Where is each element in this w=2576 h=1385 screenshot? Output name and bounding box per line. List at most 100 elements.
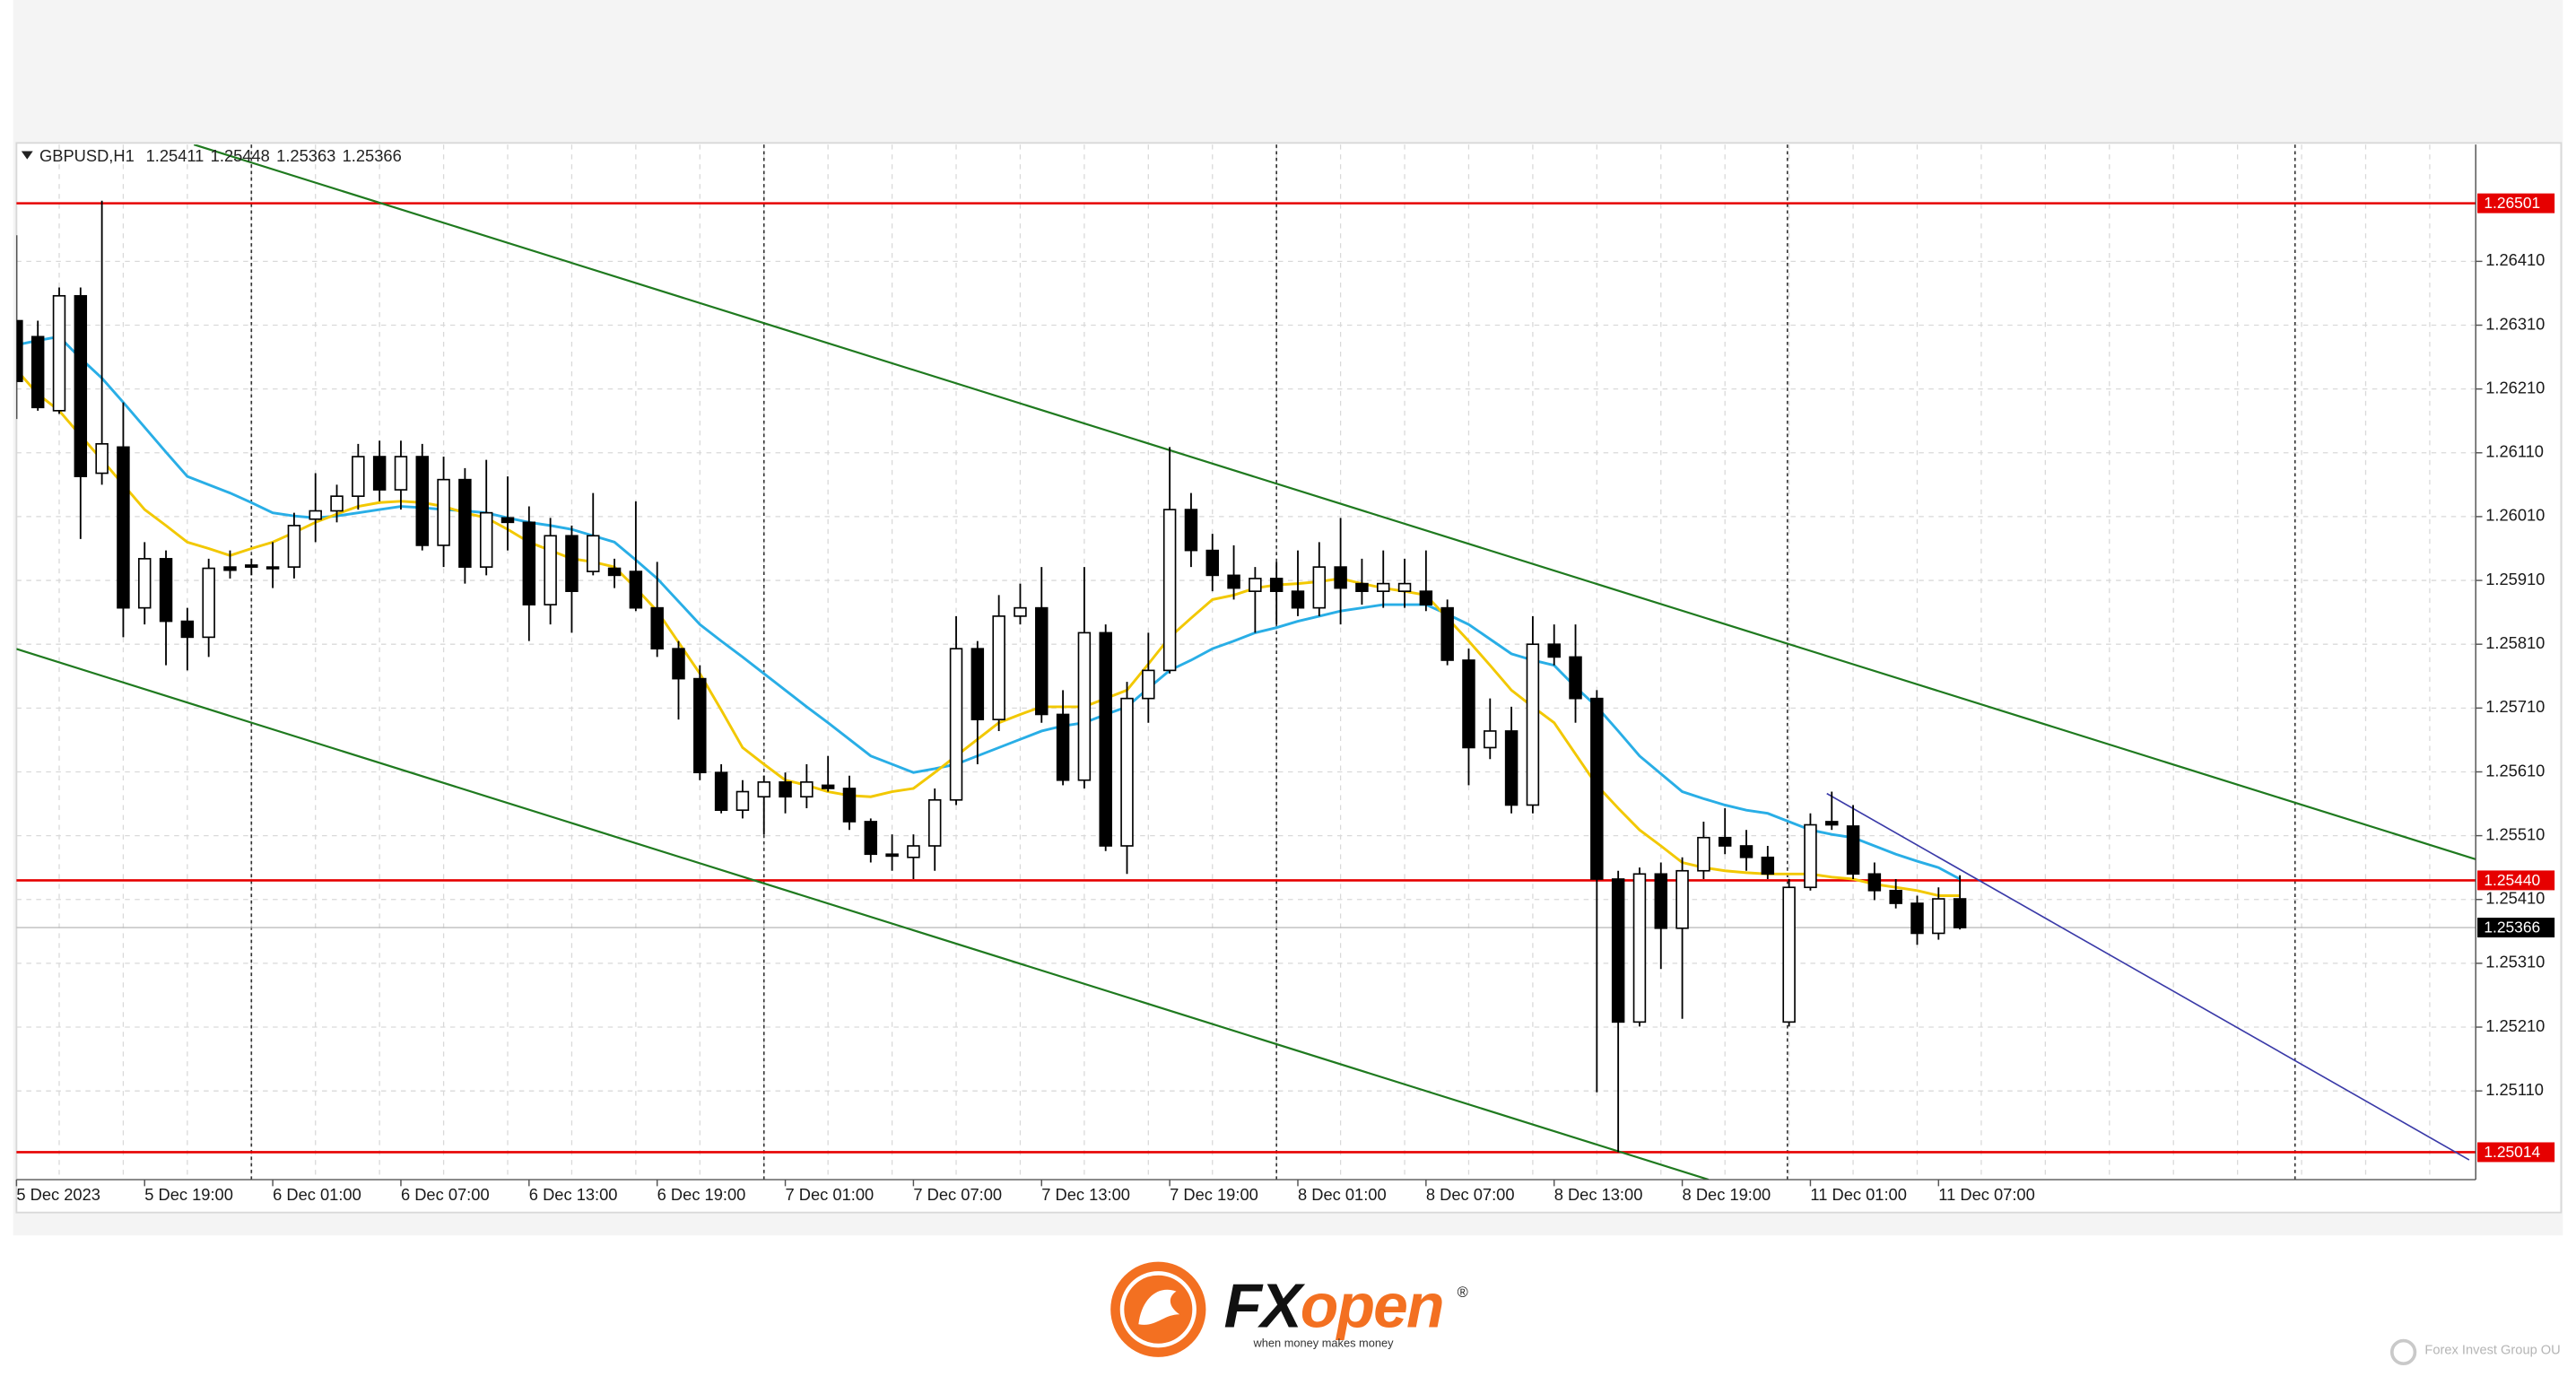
level-label: 1.25440 <box>2484 871 2540 889</box>
x-tick-label: 7 Dec 19:00 <box>1170 1185 1258 1204</box>
candle-body <box>544 535 557 605</box>
x-tick-label: 8 Dec 13:00 <box>1554 1185 1643 1204</box>
y-tick-label: 1.25810 <box>2485 633 2545 652</box>
x-tick-label: 6 Dec 07:00 <box>401 1185 490 1204</box>
level-label-box <box>2477 870 2555 891</box>
candle-body <box>74 294 88 477</box>
grid <box>16 144 2476 1180</box>
x-tick-label: 7 Dec 13:00 <box>1041 1185 1130 1204</box>
candle-body <box>1697 836 1710 872</box>
candle-body <box>1056 713 1070 781</box>
level-label-box <box>2477 1142 2555 1163</box>
candle-body <box>500 517 515 524</box>
candle-body <box>458 478 472 568</box>
y-tick-label: 1.25910 <box>2485 570 2545 588</box>
candle-body <box>1718 836 1732 847</box>
logo-tagline: when money makes money <box>1253 1337 1395 1350</box>
candle-body <box>650 606 664 650</box>
x-tick-label: 5 Dec 2023 <box>16 1185 100 1204</box>
x-tick-label: 8 Dec 19:00 <box>1683 1185 1771 1204</box>
candle-body <box>1462 659 1475 749</box>
candle-body <box>287 525 301 568</box>
x-tick-label: 6 Dec 01:00 <box>273 1185 361 1204</box>
candle-body <box>672 648 685 680</box>
chart-header: GBPUSD,H1 1.25411 1.25448 1.25363 1.25366 <box>39 146 402 165</box>
x-tick-label: 7 Dec 07:00 <box>913 1185 1002 1204</box>
candle-body <box>779 781 792 798</box>
candle-body <box>1867 873 1882 892</box>
candle-body <box>800 781 814 798</box>
candle-body <box>1077 632 1092 781</box>
candle-body <box>1526 643 1540 806</box>
candle-body <box>522 521 536 605</box>
y-tick-label: 1.26410 <box>2485 250 2545 269</box>
x-tick-label: 6 Dec 13:00 <box>529 1185 618 1204</box>
candle-body <box>1547 643 1561 658</box>
trendline <box>1826 792 2470 1161</box>
x-tick-label: 8 Dec 07:00 <box>1426 1185 1515 1204</box>
candle-body <box>970 648 985 720</box>
candle-body <box>16 319 23 382</box>
candle-body <box>1484 730 1497 749</box>
candle-body <box>1804 823 1817 889</box>
x-tick-label: 11 Dec 07:00 <box>1938 1185 2034 1204</box>
watermark-text: Forex Invest Group OU <box>2424 1343 2560 1357</box>
channel-lower <box>16 648 1710 1180</box>
candle-body <box>1269 578 1284 592</box>
chart-title: GBPUSD,H1 <box>39 146 135 165</box>
candle-body <box>415 456 430 546</box>
candle-body <box>1120 697 1134 847</box>
candle-body <box>394 456 408 491</box>
candle-body <box>864 821 878 856</box>
candle-body <box>1675 869 1689 929</box>
candle-body <box>1376 582 1390 592</box>
moving-average <box>16 369 1961 897</box>
logo-text: FXopen <box>1224 1271 1443 1341</box>
y-tick-label: 1.25110 <box>2485 1080 2544 1099</box>
candle-body <box>1739 845 1754 858</box>
candle-body <box>842 788 857 823</box>
candle-body <box>309 510 322 520</box>
candle-body <box>180 620 195 639</box>
candle-body <box>1889 889 1902 904</box>
candle-body <box>587 535 600 572</box>
y-tick-label: 1.26310 <box>2485 314 2545 333</box>
candle-body <box>202 567 215 639</box>
candle-body <box>159 558 173 623</box>
watermark-icon <box>2389 1338 2417 1366</box>
header-high: 1.25448 <box>211 146 270 165</box>
candle-body <box>992 615 1005 720</box>
candle-body <box>1782 886 1796 1024</box>
candle-body <box>1504 730 1519 806</box>
candle-body <box>1312 566 1327 609</box>
candle-body <box>885 853 899 858</box>
candle-body <box>1035 606 1049 716</box>
candle-body <box>479 511 493 568</box>
candle-body <box>1761 856 1775 875</box>
candle-body <box>735 790 750 811</box>
candle-body <box>1014 606 1027 617</box>
series <box>16 200 1967 1153</box>
logo-registered: ® <box>1458 1285 1468 1301</box>
x-tick-label: 7 Dec 01:00 <box>786 1185 875 1204</box>
x-tick-label: 5 Dec 19:00 <box>144 1185 233 1204</box>
candle-body <box>1611 878 1625 1024</box>
last-price-label: 1.25366 <box>2484 919 2540 936</box>
level-label: 1.26501 <box>2484 194 2540 212</box>
candle-body <box>757 781 770 798</box>
y-tick-label: 1.25210 <box>2485 1016 2545 1035</box>
candle-body <box>1184 509 1198 552</box>
candle-body <box>1654 873 1667 929</box>
y-tick-label: 1.25510 <box>2485 824 2545 843</box>
candle-body <box>245 564 258 568</box>
axes: 1.26410 1.26310 1.26210 1.26110 1.26010 1.259… <box>15 144 2545 1204</box>
candle-body <box>1440 606 1454 661</box>
candle-body <box>1291 590 1305 609</box>
level-label-box <box>2477 193 2555 213</box>
candle-body <box>693 677 707 774</box>
candle-body <box>821 784 835 789</box>
candle-body <box>372 456 387 491</box>
candle-body <box>1355 582 1369 592</box>
